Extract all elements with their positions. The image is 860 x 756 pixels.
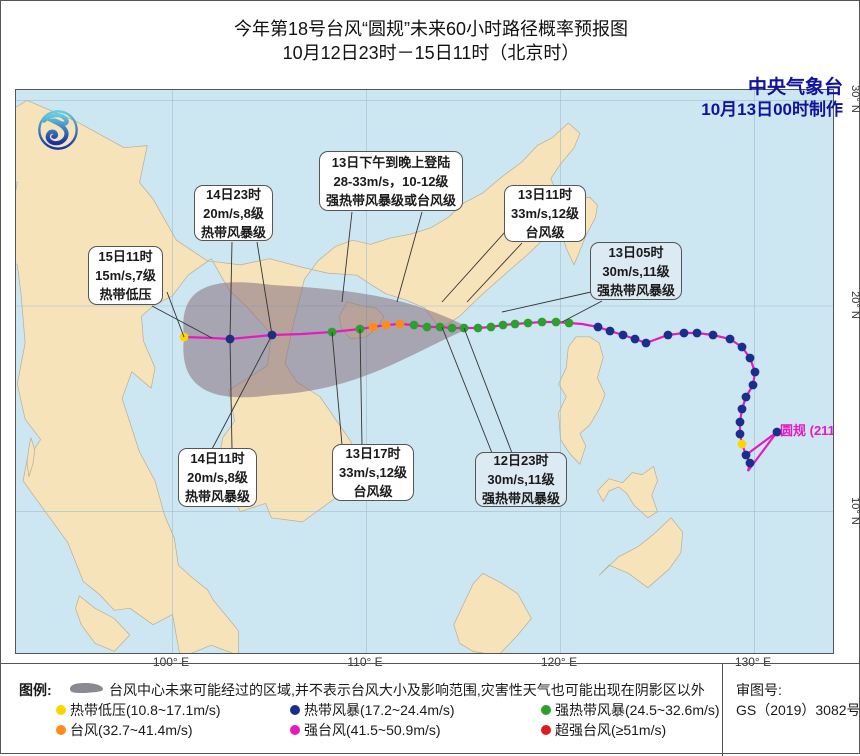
svg-text:圆规 (2118): 圆规 (2118) [780,423,833,438]
